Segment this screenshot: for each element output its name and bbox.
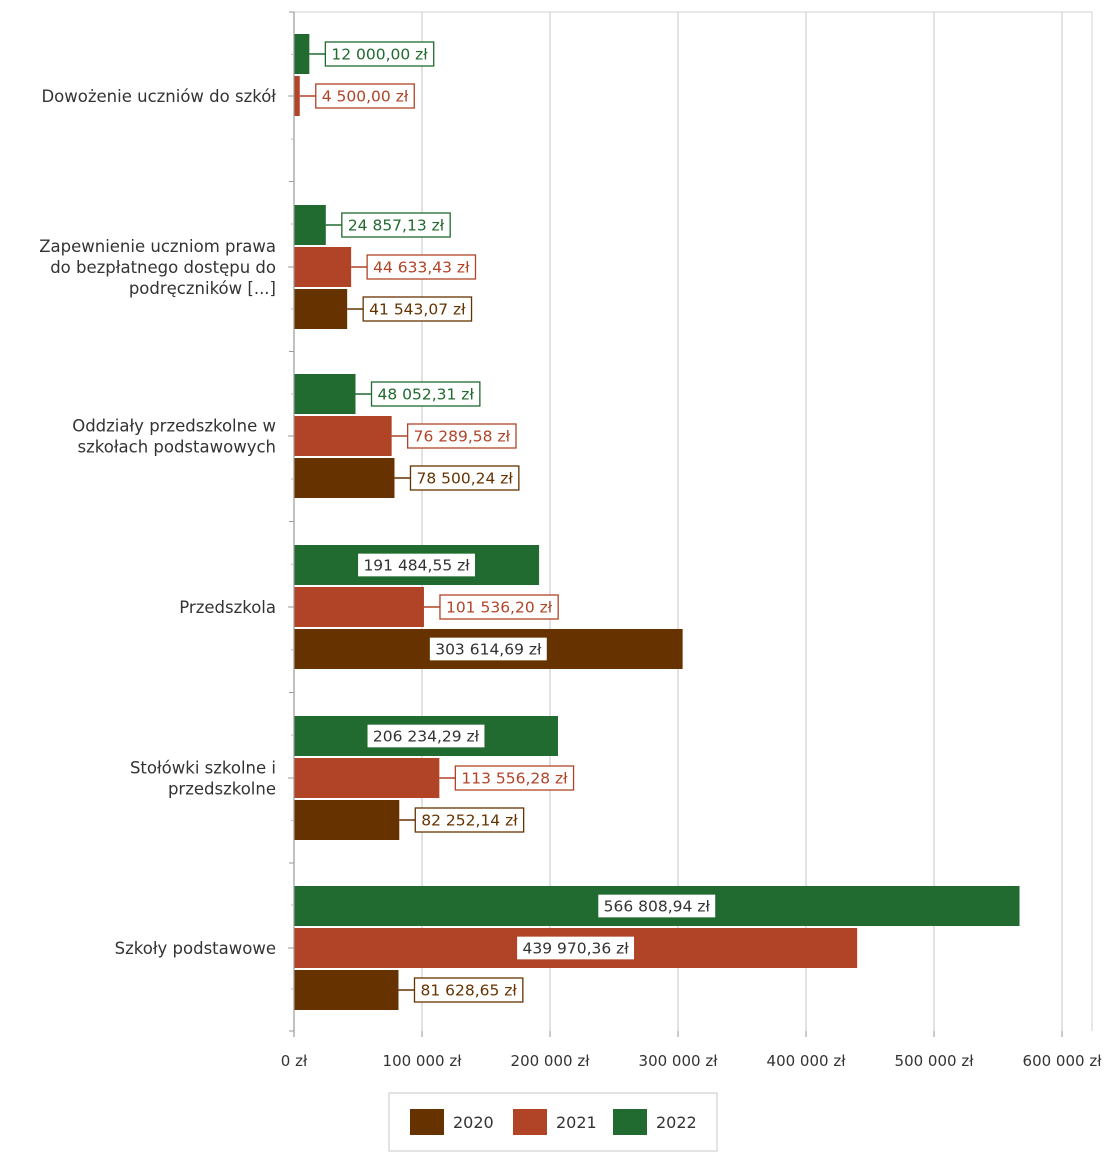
axes	[288, 11, 1063, 1037]
bar-2020[interactable]	[294, 458, 395, 498]
category-label: Dowożenie uczniów do szkół	[41, 87, 276, 106]
bar-2022[interactable]	[294, 205, 326, 245]
legend-swatch	[613, 1109, 647, 1135]
data-label-box	[413, 977, 524, 1003]
data-label-box	[341, 212, 451, 238]
data-label-box	[409, 465, 520, 491]
x-tick-label: 300 000 zł	[639, 1052, 719, 1070]
data-label: 206 234,29 zł	[373, 728, 480, 746]
data-label-box	[362, 296, 473, 322]
legend-item-2020[interactable]: 2020	[410, 1109, 494, 1135]
x-tick-label: 400 000 zł	[767, 1052, 847, 1070]
bar-2021[interactable]	[294, 587, 424, 627]
data-label-box	[428, 636, 549, 662]
bar-2020[interactable]	[294, 970, 399, 1010]
legend[interactable]: 2020 2021 2022	[388, 1092, 718, 1152]
x-tick-label: 0 zł	[281, 1052, 308, 1070]
data-label: 78 500,24 zł	[416, 470, 513, 488]
data-label-box	[315, 83, 415, 109]
data-label: 303 614,69 zł	[435, 641, 542, 659]
legend-label: 2020	[453, 1113, 494, 1132]
data-label-box	[407, 423, 517, 449]
data-label-box	[596, 893, 717, 919]
category-label: Stołówki szkolne i przedszkolne	[130, 759, 276, 799]
legend-item-2022[interactable]: 2022	[613, 1109, 697, 1135]
legend-swatch	[513, 1109, 547, 1135]
gridlines	[294, 11, 1093, 1031]
bar-2022[interactable]	[294, 34, 310, 74]
data-label-box	[439, 594, 559, 620]
data-label: 4 500,00 zł	[322, 88, 409, 106]
x-tick-labels: 0 zł 100 000 zł 200 000 zł 300 000 zł 400 00…	[281, 1052, 1102, 1070]
data-label: 82 252,14 zł	[421, 812, 518, 830]
data-label: 113 556,28 zł	[461, 770, 568, 788]
data-label: 41 543,07 zł	[369, 301, 466, 319]
data-label-box	[366, 254, 477, 280]
data-label-box	[414, 807, 525, 833]
data-label: 101 536,20 zł	[446, 599, 553, 617]
x-tick-label: 100 000 zł	[383, 1052, 463, 1070]
data-labels: 12 000,00 zł 4 500,00 zł 24 857,13 zł 44 63…	[299, 41, 717, 1003]
data-label: 48 052,31 zł	[378, 386, 475, 404]
data-label: 439 970,36 zł	[522, 940, 629, 958]
data-label-box	[324, 41, 435, 67]
bar-2020[interactable]	[294, 800, 400, 840]
legend-swatch	[410, 1109, 444, 1135]
data-label: 76 289,58 zł	[414, 428, 511, 446]
data-label-box	[366, 723, 486, 749]
category-label: Szkoły podstawowe	[115, 939, 276, 958]
category-label: Oddziały przedszkolne w szkołach podstawo…	[72, 417, 276, 457]
bar-series	[294, 34, 1020, 1010]
data-label: 12 000,00 zł	[331, 46, 428, 64]
data-label-box	[454, 765, 575, 791]
data-label-box	[515, 935, 636, 961]
legend-item-2021[interactable]: 2021	[513, 1109, 597, 1135]
bar-2021[interactable]	[294, 416, 392, 456]
legend-label: 2022	[656, 1113, 697, 1132]
category-labels: Dowożenie uczniów do szkół Zapewnienie uc…	[39, 87, 276, 958]
bar-2020[interactable]	[294, 289, 348, 329]
data-label: 81 628,65 zł	[420, 982, 517, 1000]
x-tick-label: 500 000 zł	[895, 1052, 975, 1070]
bar-2021[interactable]	[294, 758, 440, 798]
data-label: 191 484,55 zł	[363, 557, 470, 575]
data-label: 566 808,94 zł	[604, 898, 711, 916]
x-tick-label: 200 000 zł	[511, 1052, 591, 1070]
data-label-box	[356, 552, 477, 578]
data-label: 24 857,13 zł	[348, 217, 445, 235]
x-tick-label: 600 000 zł	[1023, 1052, 1103, 1070]
data-label-box	[370, 381, 481, 407]
bar-2021[interactable]	[294, 76, 300, 116]
data-label: 44 633,43 zł	[373, 259, 470, 277]
bar-2022[interactable]	[294, 374, 356, 414]
legend-label: 2021	[556, 1113, 597, 1132]
bar-2021[interactable]	[294, 247, 352, 287]
category-label: Przedszkola	[179, 598, 276, 617]
category-label: Zapewnienie uczniom prawa do bezpłatnego …	[39, 237, 276, 298]
